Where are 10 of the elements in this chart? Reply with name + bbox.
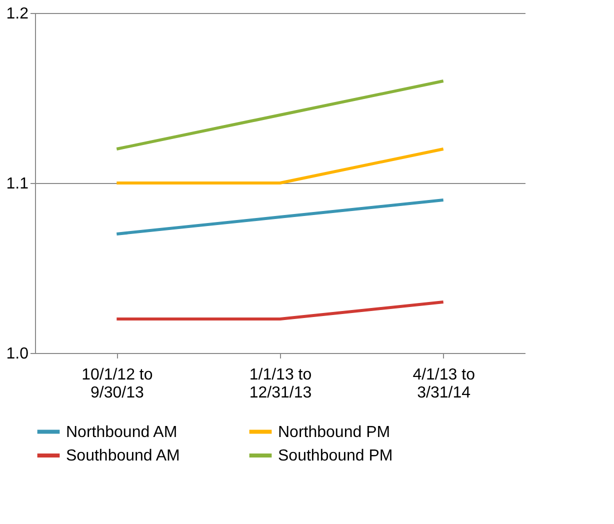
x-tick-label: 1/1/13 to 12/31/13 xyxy=(249,366,312,402)
x-tick-label: 10/1/12 to 9/30/13 xyxy=(82,366,153,402)
legend-label: Southbound AM xyxy=(66,448,180,464)
legend-label: Southbound PM xyxy=(278,448,393,464)
x-tick-label: 4/1/13 to 3/31/14 xyxy=(412,366,476,402)
y-tick-label: 1.2 xyxy=(6,6,29,22)
y-tick-label: 1.0 xyxy=(6,346,29,362)
legend-label: Northbound PM xyxy=(278,424,390,441)
legend-label: Northbound AM xyxy=(66,424,178,441)
y-tick-label: 1.1 xyxy=(6,176,29,192)
